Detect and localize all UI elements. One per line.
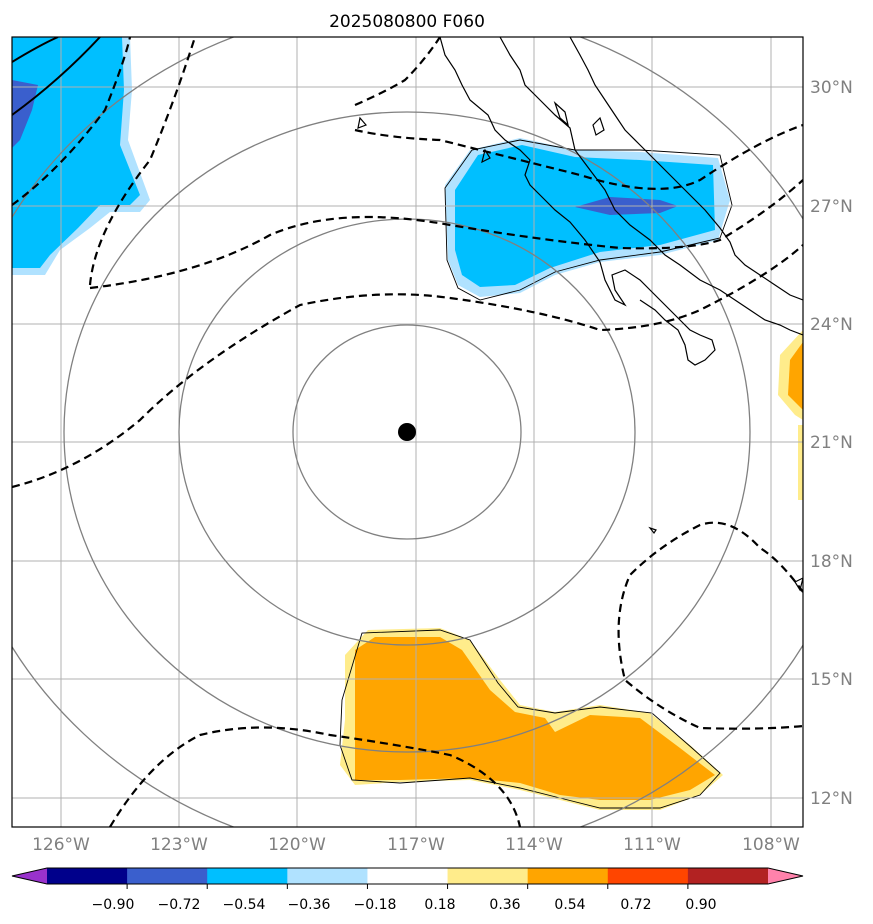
plot-title: 2025080800 F060 bbox=[329, 12, 485, 32]
lat-label: 24°N bbox=[810, 315, 853, 335]
colorbar-extend-low bbox=[12, 868, 47, 884]
colorbar-tick-label: 0.72 bbox=[620, 897, 651, 913]
lat-label: 12°N bbox=[810, 789, 853, 809]
lat-label: 18°N bbox=[810, 552, 853, 572]
colorbar-outline bbox=[11, 867, 804, 885]
colorbar-tick-label: −0.72 bbox=[158, 897, 201, 913]
storm-center-marker bbox=[398, 423, 416, 441]
colorbar-tick-label: 0.90 bbox=[685, 897, 716, 913]
lon-label: 123°W bbox=[150, 835, 208, 855]
colorbar-cell bbox=[447, 868, 529, 884]
colorbar-extend-high bbox=[768, 868, 803, 884]
solid-contours bbox=[12, 37, 101, 116]
colorbar-tick-label: 0.18 bbox=[424, 897, 455, 913]
colorbar: −0.90 −0.72 −0.54 −0.36 −0.18 0.18 0.36 … bbox=[11, 867, 804, 913]
colorbar-cell bbox=[127, 868, 208, 884]
colorbar-cell bbox=[47, 868, 128, 884]
colorbar-cell bbox=[687, 868, 769, 884]
map-border bbox=[11, 36, 804, 828]
anomaly-fill-south bbox=[340, 628, 723, 810]
dashed-contours bbox=[12, 37, 803, 827]
lat-label: 30°N bbox=[810, 78, 853, 98]
lon-label: 117°W bbox=[387, 835, 445, 855]
lat-label: 21°N bbox=[810, 433, 853, 453]
latitude-labels: 30°N 27°N 24°N 21°N 18°N 15°N 12°N bbox=[810, 78, 853, 809]
colorbar-cell bbox=[207, 868, 288, 884]
lon-label: 114°W bbox=[505, 835, 563, 855]
colorbar-tick-label: −0.54 bbox=[223, 897, 266, 913]
anomaly-fill-northwest bbox=[12, 37, 150, 275]
colorbar-tick-label: 0.54 bbox=[554, 897, 585, 913]
lon-label: 120°W bbox=[268, 835, 326, 855]
colorbar-tick-label: 0.36 bbox=[489, 897, 520, 913]
lat-label: 27°N bbox=[810, 197, 853, 217]
colorbar-cell bbox=[287, 868, 368, 884]
colorbar-cell bbox=[527, 868, 609, 884]
coastline bbox=[357, 37, 803, 592]
colorbar-tick-label: −0.36 bbox=[288, 897, 331, 913]
colorbar-tick-label: −0.90 bbox=[92, 897, 135, 913]
longitude-labels: 126°W 123°W 120°W 117°W 114°W 111°W 108°… bbox=[32, 835, 800, 855]
lon-label: 126°W bbox=[32, 835, 90, 855]
lon-label: 111°W bbox=[623, 835, 681, 855]
lon-label: 108°W bbox=[742, 835, 800, 855]
lat-label: 15°N bbox=[810, 670, 853, 690]
anomaly-fill-east bbox=[778, 330, 803, 500]
colorbar-tick-label: −0.18 bbox=[354, 897, 397, 913]
colorbar-cell bbox=[607, 868, 689, 884]
colorbar-cell bbox=[367, 868, 449, 884]
